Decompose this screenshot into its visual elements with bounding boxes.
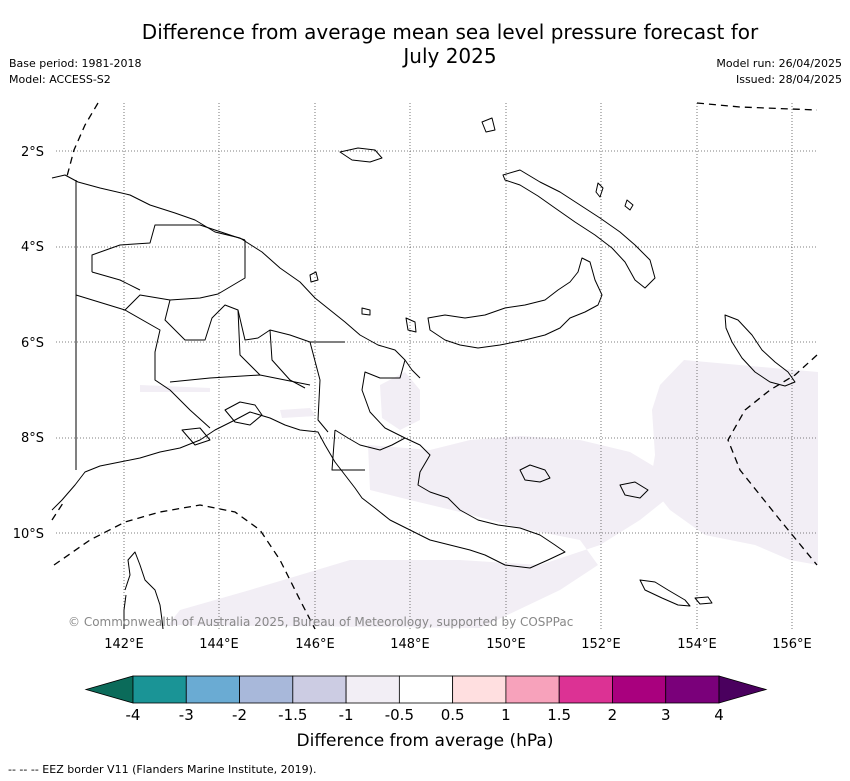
- lat-label: 4°S: [21, 240, 44, 255]
- lon-label: 156°E: [772, 637, 812, 652]
- colorbar-bin: [558, 675, 613, 704]
- colorbar-bin: [132, 675, 187, 704]
- model-info: Base period: 1981-2018 Model: ACCESS-S2: [9, 56, 141, 88]
- map-title: Difference from average mean sea level p…: [141, 20, 759, 68]
- lat-label: 6°S: [21, 336, 44, 351]
- colorbar-extend-low: [84, 675, 134, 704]
- colorbar-bin: [398, 675, 454, 704]
- colorbar-bin: [505, 675, 560, 704]
- lon-label: 142°E: [104, 637, 144, 652]
- lat-label: 2°S: [21, 145, 44, 160]
- lat-label: 8°S: [21, 431, 44, 446]
- colorbar-tick-label: -1: [338, 706, 354, 724]
- lon-label: 152°E: [581, 637, 621, 652]
- colorbar-tick-label: -3: [178, 706, 194, 724]
- bougainville-coast: [724, 314, 796, 387]
- colorbar-tick-label: 2: [607, 706, 618, 724]
- issued-text: Issued: 28/04/2025: [735, 73, 842, 86]
- colorbar-bin: [612, 675, 667, 704]
- colorbar-bin: [345, 675, 400, 704]
- model-run-text: Model run: 26/04/2025: [716, 57, 842, 70]
- colorbar-tick-label: 0.5: [440, 706, 465, 724]
- eez-borders: [51, 102, 818, 630]
- new-britain-coast: [427, 257, 603, 349]
- colorbar-tick-label: -2: [232, 706, 248, 724]
- colorbar-bin: [452, 675, 507, 704]
- colorbar: [84, 675, 768, 704]
- colorbar-bin: [239, 675, 294, 704]
- model-text: Model: ACCESS-S2: [9, 73, 111, 86]
- eez-legend: -- -- -- EEZ border V11 (Flanders Marine…: [8, 763, 317, 776]
- lon-label: 150°E: [486, 637, 526, 652]
- colorbar-bin: [185, 675, 240, 704]
- colorbar-bin: [292, 675, 347, 704]
- new-guinea-coast: [51, 174, 566, 569]
- lon-label: 144°E: [199, 637, 239, 652]
- colorbar-tick-label: 4: [714, 706, 724, 724]
- lat-label: 10°S: [13, 527, 44, 542]
- colorbar-tick-label: 1.5: [547, 706, 572, 724]
- graticule-grid: [56, 103, 817, 629]
- colorbar-tick-label: -0.5: [384, 706, 414, 724]
- lon-label: 148°E: [390, 637, 430, 652]
- colorbar-tick-label: -1.5: [278, 706, 308, 724]
- lon-label: 146°E: [295, 637, 335, 652]
- map-copyright: © Commonwealth of Australia 2025, Bureau…: [68, 615, 573, 629]
- colorbar-tick-label: 1: [501, 706, 511, 724]
- lon-label: 154°E: [677, 637, 717, 652]
- colorbar-tick-label: 3: [660, 706, 671, 724]
- coastlines: [51, 117, 796, 630]
- colorbar-extend-high: [718, 675, 768, 704]
- colorbar-label: Difference from average (hPa): [296, 731, 554, 751]
- run-info: Model run: 26/04/2025 Issued: 28/04/2025: [716, 56, 842, 88]
- base-period-text: Base period: 1981-2018: [9, 57, 142, 70]
- longitude-labels: 142°E 144°E 146°E 148°E 150°E 152°E 154°…: [104, 637, 812, 652]
- pressure-anomaly-shading: [140, 360, 818, 628]
- latitude-labels: 2°S 4°S 6°S 8°S 10°S: [13, 145, 44, 542]
- new-ireland-coast: [502, 169, 656, 289]
- colorbar-bin: [665, 675, 720, 704]
- colorbar-tick-label: -4: [125, 706, 141, 724]
